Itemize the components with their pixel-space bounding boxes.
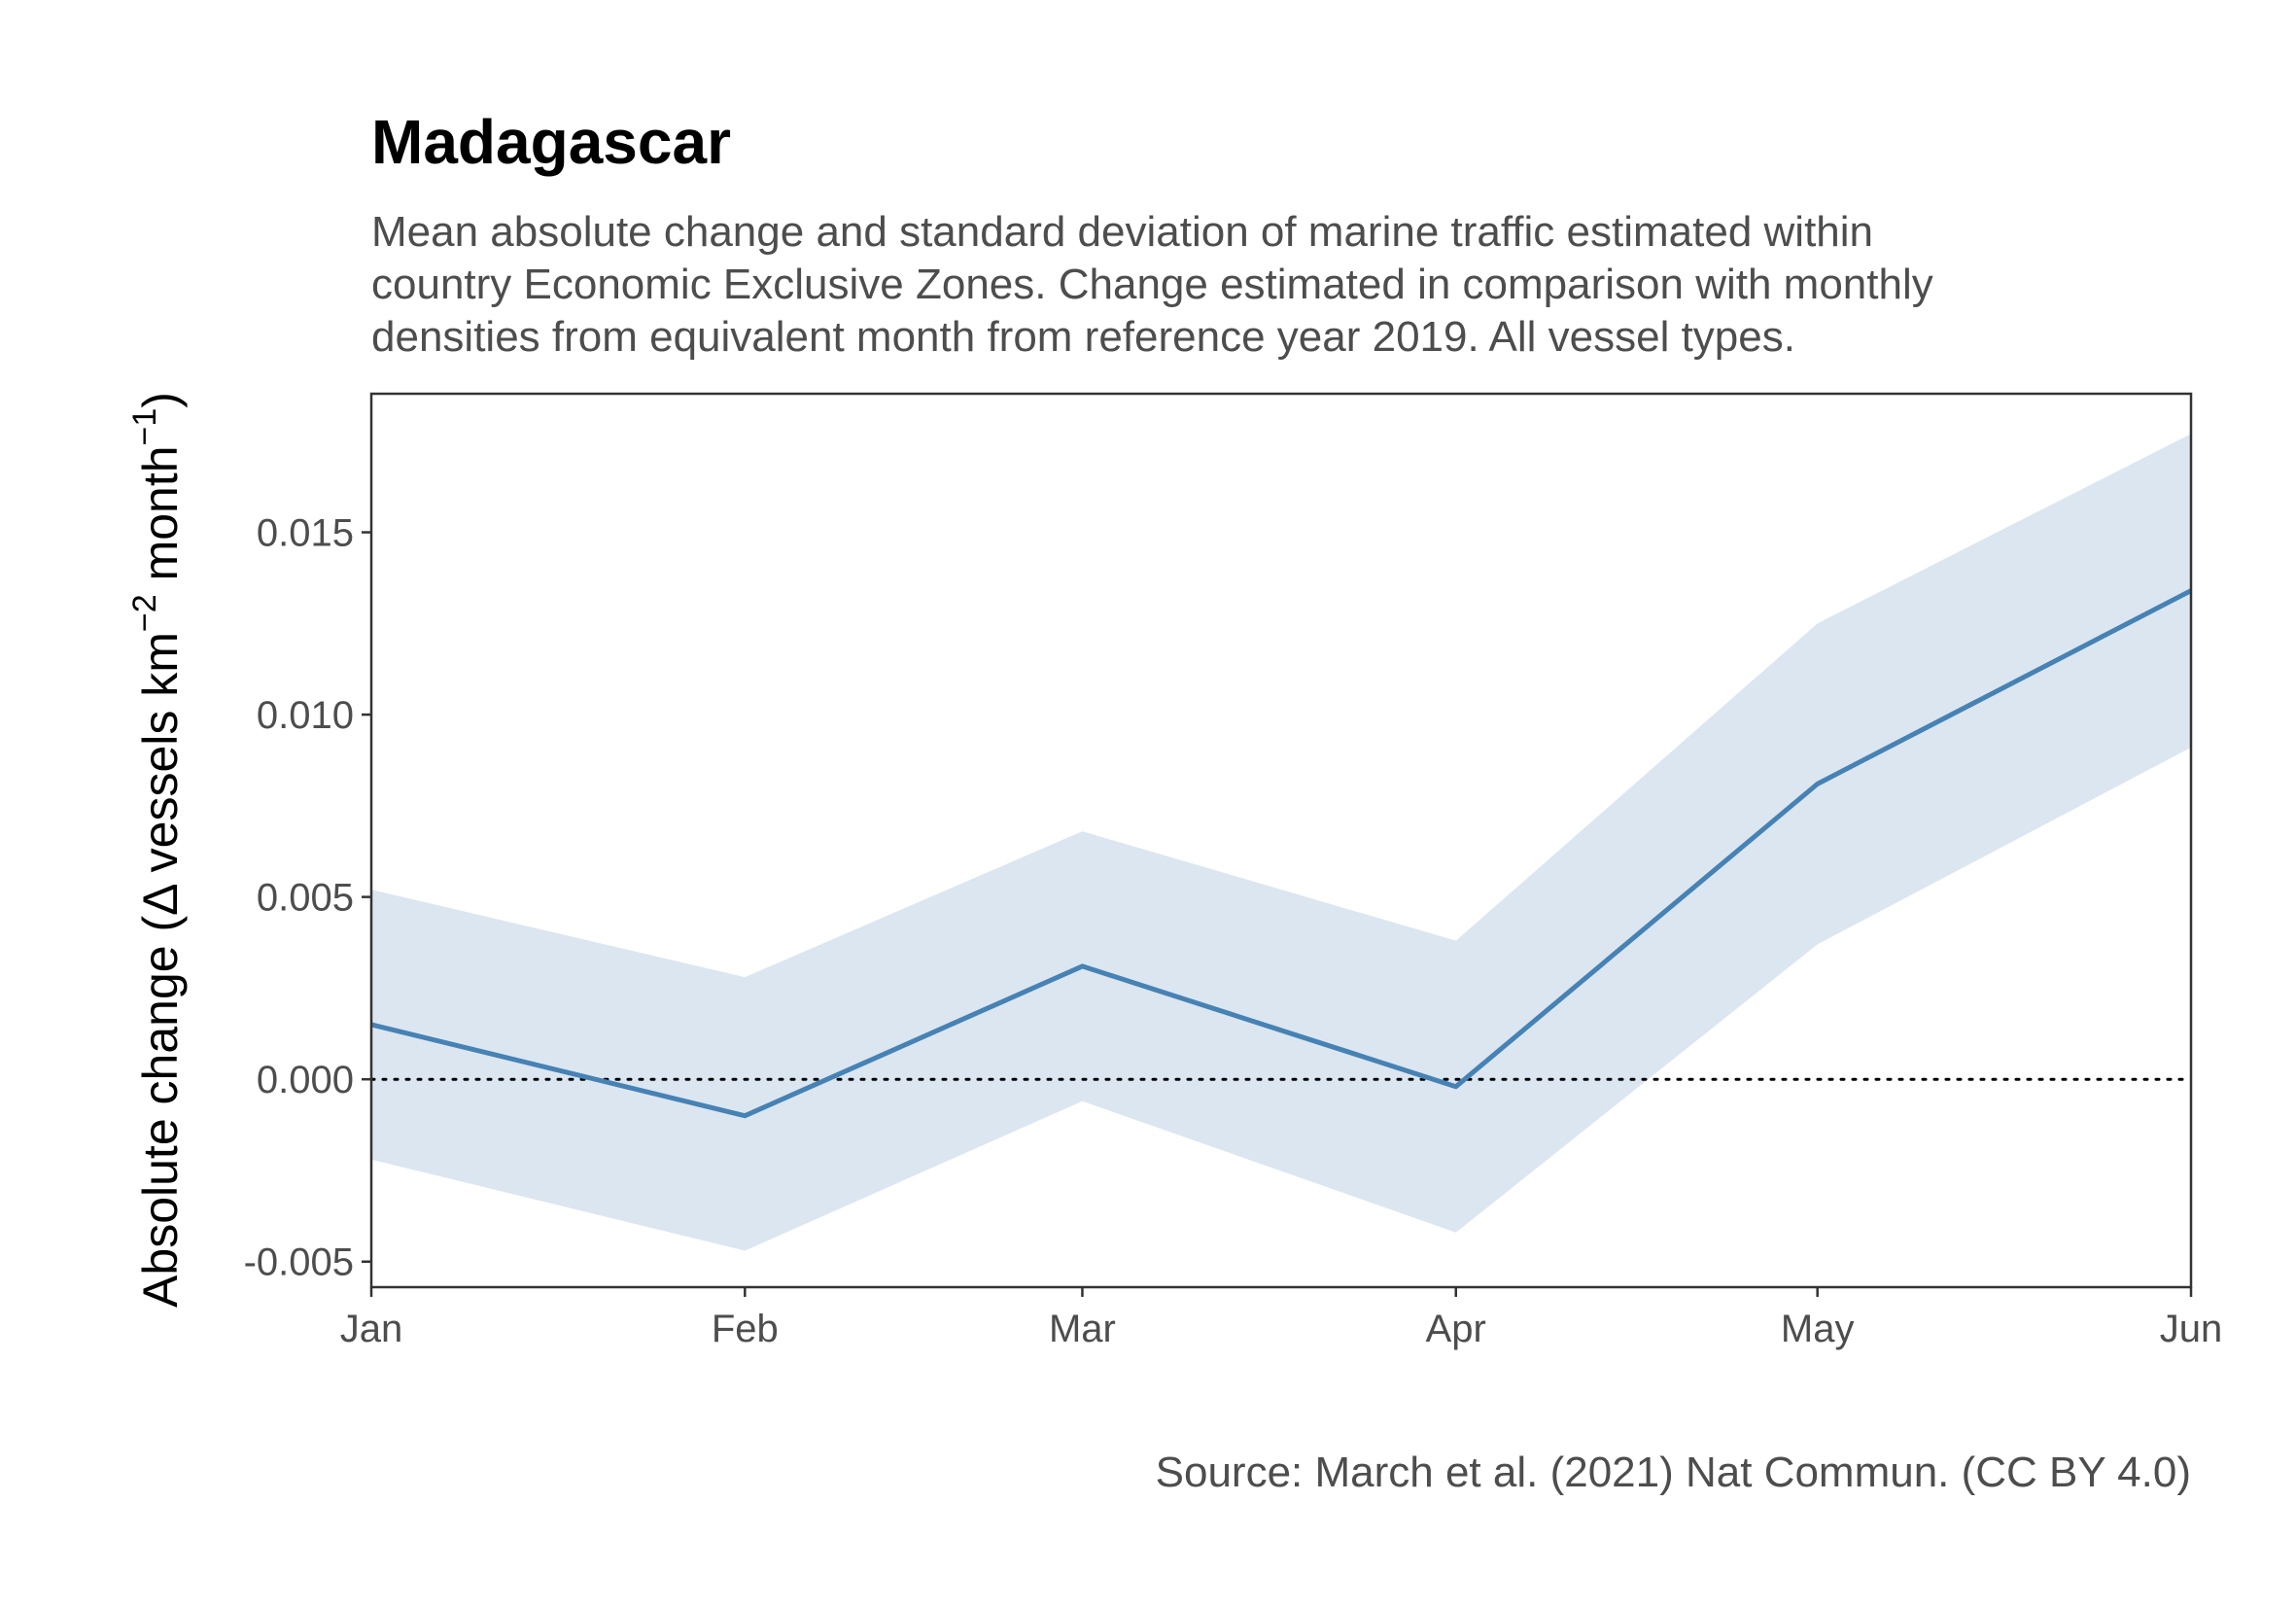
plot-area xyxy=(369,392,2193,1289)
x-tick-label: Jun xyxy=(2160,1308,2223,1350)
subtitle-line-1: Mean absolute change and standard deviat… xyxy=(371,208,1873,256)
x-tick-label: Apr xyxy=(1426,1308,1486,1350)
y-tick-label: 0.015 xyxy=(257,512,354,555)
subtitle-line-2: country Economic Exclusive Zones. Change… xyxy=(371,261,1933,308)
x-tick-label: Jan xyxy=(340,1308,403,1350)
y-tick-label: 0.005 xyxy=(257,877,354,920)
x-tick-label: Mar xyxy=(1049,1308,1116,1350)
x-tick-label: Feb xyxy=(712,1308,779,1350)
y-tick-label: 0.000 xyxy=(257,1059,354,1101)
y-tick-label: -0.005 xyxy=(244,1241,354,1284)
x-axis: Jan Feb Mar Apr May Jun xyxy=(340,1287,2223,1350)
chart-subtitle: Mean absolute change and standard deviat… xyxy=(371,208,1933,361)
y-axis: -0.005 0.000 0.005 0.010 0.015 xyxy=(244,512,371,1284)
subtitle-line-3: densities from equivalent month from ref… xyxy=(371,313,1795,361)
sd-band-0 xyxy=(371,434,2191,1251)
chart-title: Madagascar xyxy=(371,107,731,177)
chart-caption: Source: March et al. (2021) Nat Commun. … xyxy=(1156,1449,2191,1496)
mean-change-line-0 xyxy=(370,588,2193,1119)
y-axis-label: Absolute change (Δ vessels km−2 month−1) xyxy=(126,392,188,1308)
x-tick-label: May xyxy=(1781,1308,1855,1350)
plot-border xyxy=(369,392,2193,1289)
y-tick-label: 0.010 xyxy=(257,694,354,737)
